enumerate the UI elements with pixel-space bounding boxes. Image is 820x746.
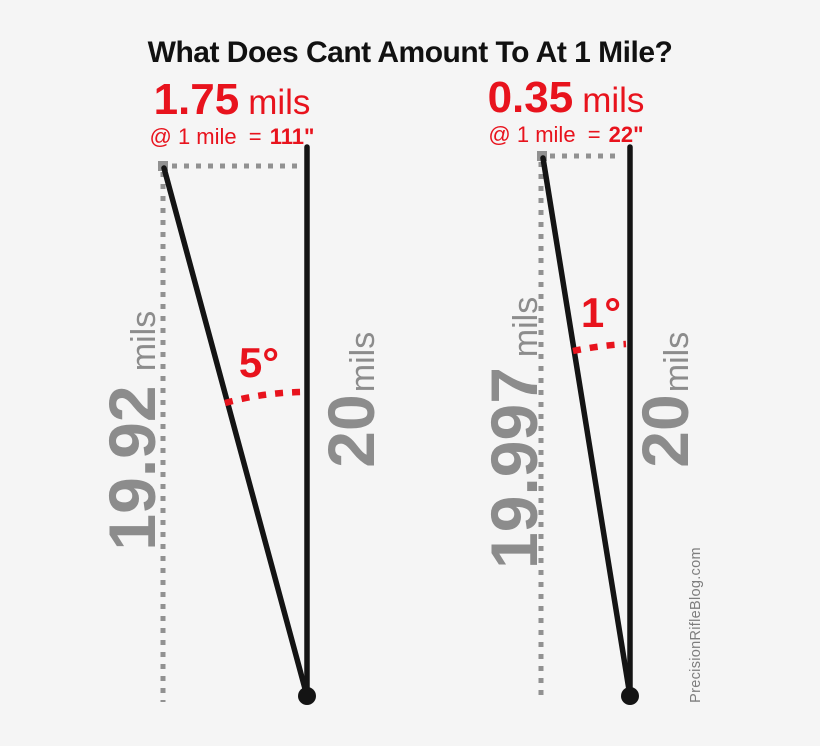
left-equals-sign: = — [248, 124, 262, 149]
watermark: PrecisionRifleBlog.com — [688, 547, 704, 703]
left-angle-arc — [224, 388, 305, 407]
right-offset-line: @ 1 mile = 22" — [406, 124, 726, 146]
left-cant-labels: 1.75 mils @ 1 mile = 111" — [72, 78, 392, 148]
right-cant-unit: mils — [582, 81, 645, 120]
right-angle-label: 1° — [581, 289, 621, 336]
left-cant-value: 1.75 — [153, 75, 240, 124]
right-cant-headline: 0.35 mils — [406, 76, 726, 120]
left-cant-headline: 1.75 mils — [72, 78, 392, 122]
right-vertical-drop-unit: mils — [507, 297, 545, 357]
left-vertical-drop-value: 19.92 — [95, 385, 169, 550]
left-at-distance-label: @ 1 mile — [149, 124, 237, 149]
right-line-length-value: 20 — [628, 394, 702, 467]
left-offset-value: 111" — [269, 124, 315, 149]
left-bottom-vertex-dot — [298, 687, 316, 705]
left-cant-unit: mils — [248, 83, 311, 122]
left-angle-label: 5° — [239, 339, 279, 386]
right-offset-value: 22" — [608, 122, 644, 147]
right-cant-value: 0.35 — [487, 73, 574, 122]
right-angle-arc — [572, 340, 627, 355]
left-canted-line — [161, 165, 310, 699]
left-offset-line: @ 1 mile = 111" — [72, 126, 392, 148]
right-line-length-unit: mils — [658, 332, 696, 392]
left-line-length-value: 20 — [314, 394, 388, 467]
page-title: What Does Cant Amount To At 1 Mile? — [147, 36, 673, 69]
right-vertical-drop-value: 19.997 — [477, 367, 551, 569]
right-equals-sign: = — [587, 122, 601, 147]
right-at-distance-label: @ 1 mile — [488, 122, 576, 147]
left-vertical-drop-unit: mils — [125, 311, 163, 371]
right-triangle: 1° 19.997 mils 20 mils — [477, 144, 702, 705]
left-triangle: 5° 19.92 mils 20 mils — [95, 144, 388, 705]
left-line-length-unit: mils — [344, 332, 382, 392]
right-canted-line — [540, 155, 633, 699]
right-cant-labels: 0.35 mils @ 1 mile = 22" — [406, 76, 726, 146]
right-bottom-vertex-dot — [621, 687, 639, 705]
